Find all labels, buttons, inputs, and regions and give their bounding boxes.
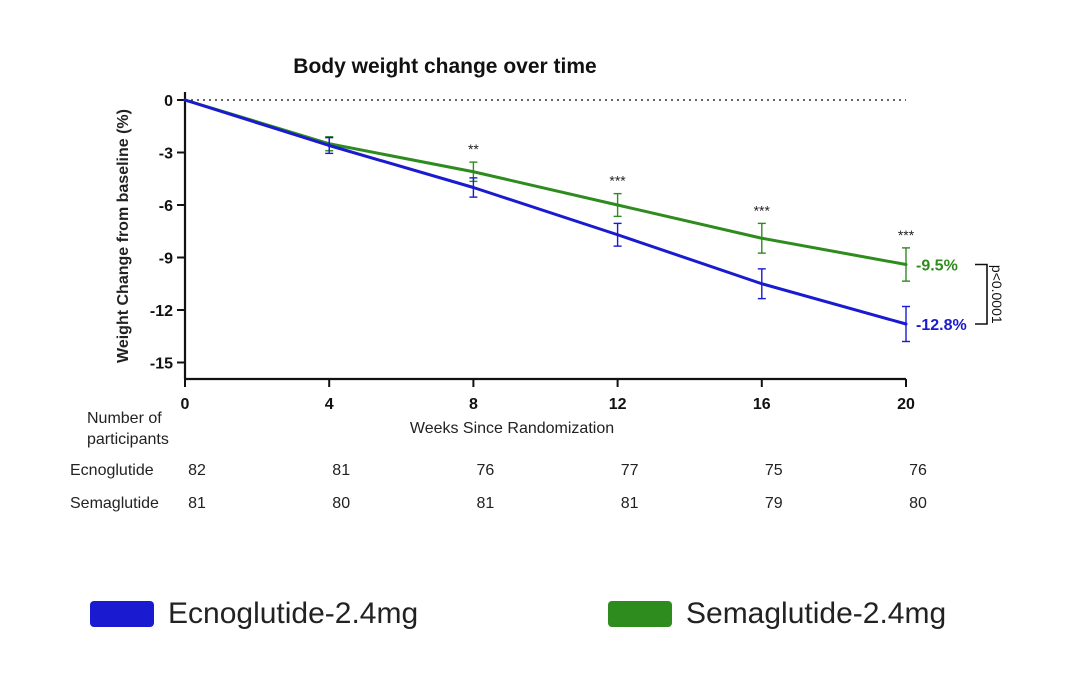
participants-count: 82 [188,462,206,479]
legend-item-semaglutide: Semaglutide-2.4mg [608,597,946,631]
series-line-semaglutide [184,98,907,266]
legend-item-ecnoglutide: Ecnoglutide-2.4mg [90,597,418,631]
error-bar-ecnoglutide [469,177,478,198]
participants-count: 81 [332,462,350,479]
participants-row-label: Ecnoglutide [70,462,154,479]
legend-label-semaglutide: Semaglutide-2.4mg [686,597,947,630]
y-tick-label: -9 [159,251,173,268]
participants-count: 79 [765,495,783,512]
participants-row-label: Semaglutide [70,495,159,512]
significance-bracket [975,263,988,325]
annotations: ***********p<0.0001 [468,141,1005,325]
participants-header-line: Number of [87,410,162,427]
significance-marker: ** [468,141,479,157]
participants-header-line: participants [87,431,169,448]
legend-swatch-ecnoglutide [90,601,154,627]
end-label-semaglutide: -9.5% [916,258,958,275]
significance-marker: *** [898,227,915,243]
participants-count: 77 [621,462,639,479]
series-group: -9.5% -12.8% [183,98,967,343]
p-value-label: p<0.0001 [989,265,1005,324]
series-line-ecnoglutide [184,98,907,326]
participants-count: 81 [188,495,206,512]
participants-count: 81 [621,495,639,512]
error-bar-semaglutide [757,222,766,254]
error-bar-semaglutide [902,247,910,282]
x-tick-label: 20 [897,396,915,413]
x-tick-label: 16 [753,396,771,413]
x-tick-label: 4 [325,396,334,413]
error-bar-ecnoglutide [613,222,622,247]
y-axis-label: Weight Change from baseline (%) [115,109,132,363]
participants-count: 76 [477,462,495,479]
error-bar-ecnoglutide [325,136,334,155]
chart-title: Body weight change over time [293,55,596,78]
participants-count: 76 [909,462,927,479]
x-tick-label: 8 [469,396,478,413]
significance-marker: *** [609,173,626,189]
axes: 0 -3 -6 -9 -12 -15 0 4 8 12 16 20 [150,92,915,413]
x-tick-label: 12 [609,396,627,413]
participants-count: 75 [765,462,783,479]
y-tick-label: -6 [159,198,173,215]
end-label-ecnoglutide: -12.8% [916,317,967,334]
significance-marker: *** [754,202,771,218]
participants-count: 81 [477,495,495,512]
y-tick-label: 0 [164,93,173,110]
participants-table: Number of participants Ecnoglutide 82 81 76 77… [70,410,927,512]
y-tick-label: -15 [150,356,173,373]
error-bar-ecnoglutide [902,305,910,343]
error-bar-semaglutide [613,192,622,218]
participants-count: 80 [909,495,927,512]
x-axis-label: Weeks Since Randomization [410,420,614,437]
y-tick-label: -3 [159,146,173,163]
y-tick-label: -12 [150,303,173,320]
legend-swatch-semaglutide [608,601,672,627]
legend-label-ecnoglutide: Ecnoglutide-2.4mg [168,597,419,630]
x-tick-label: 0 [181,396,190,413]
participants-count: 80 [332,495,350,512]
error-bar-ecnoglutide [757,268,766,300]
data-point-ecnoglutide [183,98,187,102]
